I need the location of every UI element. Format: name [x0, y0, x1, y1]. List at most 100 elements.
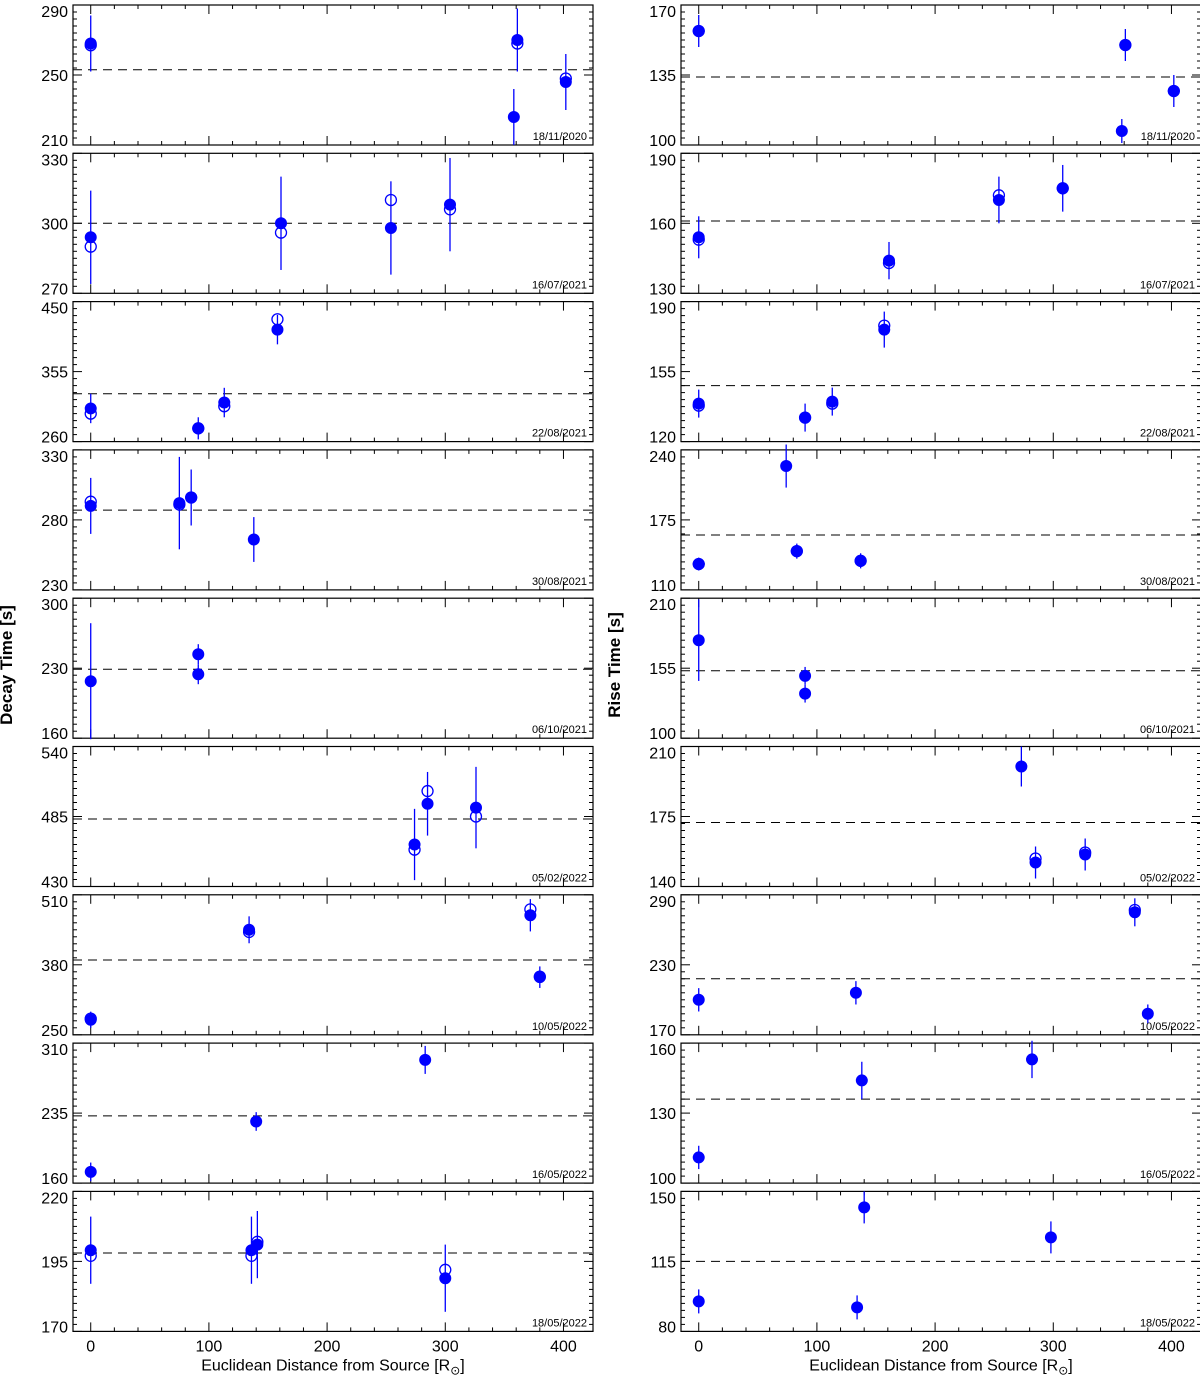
filled-marker [408, 838, 421, 851]
y-tick-label: 330 [41, 152, 68, 169]
x-tick-label: 400 [550, 1338, 577, 1355]
filled-marker [444, 198, 456, 211]
filled-marker [84, 499, 97, 512]
y-tick-label: 290 [649, 894, 676, 911]
filled-marker [692, 231, 705, 244]
rise-panel-22-08-2021: 120 155 190 22/08/2021 [649, 301, 1200, 447]
y-tick-label: 160 [649, 1042, 676, 1059]
filled-marker [692, 558, 705, 571]
y-tick-label: 230 [41, 661, 68, 678]
rise-panel-10-05-2022: 170 230 290 10/05/2022 [649, 894, 1200, 1040]
y-tick-label: 100 [649, 726, 676, 743]
y-tick-label: 280 [41, 513, 68, 530]
x-tick-label: 100 [804, 1338, 831, 1355]
filled-marker [250, 1115, 263, 1128]
right-y-axis-label: Rise Time [s] [605, 612, 624, 718]
y-tick-label: 80 [658, 1319, 676, 1336]
panel-date-label: 18/11/2020 [1141, 131, 1195, 143]
y-tick-label: 300 [41, 597, 68, 614]
filled-marker [854, 554, 867, 567]
panel-date-label: 18/05/2022 [532, 1317, 587, 1329]
y-tick-label: 120 [649, 430, 676, 447]
filled-marker [185, 491, 198, 504]
x-tick-label: 0 [694, 1338, 703, 1355]
filled-marker [384, 221, 397, 234]
filled-marker [439, 1272, 452, 1285]
y-tick-label: 195 [41, 1254, 68, 1271]
panel-date-label: 16/05/2022 [1140, 1169, 1195, 1181]
y-tick-label: 170 [41, 1319, 68, 1336]
panel-date-label: 18/05/2022 [1140, 1317, 1195, 1329]
x-tick-label: 0 [86, 1338, 95, 1355]
rise-x-axis-label: Euclidean Distance from Source [R⊙] [809, 1357, 1073, 1377]
panel-date-label: 16/07/2021 [1140, 279, 1195, 291]
filled-marker [470, 801, 482, 814]
filled-marker [1029, 856, 1042, 869]
filled-marker [559, 76, 572, 88]
y-tick-label: 540 [41, 746, 68, 763]
panel-date-label: 16/05/2022 [532, 1169, 587, 1181]
decay-panel-18-05-2022: 170 195 220 18/05/2022 [41, 1190, 594, 1336]
filled-marker [692, 1151, 705, 1164]
panel-date-label: 16/07/2021 [532, 279, 587, 291]
y-tick-label: 155 [649, 661, 676, 678]
filled-marker [1128, 906, 1141, 919]
panel-frame [680, 597, 1200, 739]
y-tick-label: 170 [649, 1023, 676, 1040]
filled-marker [855, 1074, 868, 1087]
y-tick-label: 220 [41, 1190, 68, 1207]
filled-marker [851, 1301, 864, 1314]
panel-frame [72, 894, 594, 1036]
y-tick-label: 290 [41, 4, 68, 21]
rise-panel-18-05-2022: 80 115 150 18/05/2022 [649, 1190, 1200, 1336]
y-tick-label: 510 [41, 894, 68, 911]
panel-date-label: 06/10/2021 [1140, 724, 1195, 736]
panel-date-label: 06/10/2021 [532, 724, 587, 736]
open-marker [421, 784, 434, 798]
filled-marker [421, 797, 434, 810]
filled-marker [1115, 125, 1128, 137]
filled-marker [1141, 1007, 1154, 1020]
y-tick-label: 210 [649, 746, 676, 763]
panel-frame [72, 4, 594, 146]
y-tick-label: 485 [41, 810, 68, 827]
filled-marker [780, 460, 793, 473]
y-tick-label: 115 [650, 1254, 676, 1271]
rise-panel-16-07-2021: 130 160 190 16/07/2021 [649, 152, 1200, 298]
sun-symbol: ⊙ [1058, 1363, 1068, 1377]
filled-marker [692, 634, 705, 647]
y-tick-label: 135 [649, 68, 676, 85]
filled-marker [878, 323, 891, 336]
left-y-axis-label: Decay Time [s] [0, 605, 16, 725]
filled-marker [84, 1165, 97, 1178]
filled-marker [173, 497, 186, 510]
decay-panel-16-07-2021: 270 300 330 16/07/2021 [41, 152, 594, 298]
panel-frame [72, 745, 594, 888]
filled-marker [799, 669, 812, 682]
filled-marker [883, 254, 895, 267]
decay-panel-05-02-2022: 430 485 540 05/02/2022 [41, 745, 594, 892]
rise-panel-30-08-2021: 110 175 240 30/08/2021 [649, 444, 1200, 595]
x-tick-label: 200 [314, 1338, 341, 1355]
decay-panel-18-11-2020: 210 250 290 18/11/2020 [41, 4, 594, 150]
y-tick-label: 110 [650, 578, 676, 595]
filled-marker [692, 397, 705, 410]
x-tick-label: 100 [196, 1338, 223, 1355]
panel-frame [72, 1042, 594, 1184]
y-tick-label: 100 [649, 1171, 676, 1188]
filled-marker [533, 971, 546, 984]
y-tick-label: 210 [41, 133, 68, 150]
x-axis-label-text: Euclidean Distance from Source [R [809, 1357, 1058, 1374]
y-tick-label: 240 [649, 449, 676, 466]
y-tick-label: 155 [649, 365, 676, 382]
filled-marker [419, 1053, 432, 1066]
filled-marker [251, 1238, 264, 1251]
filled-marker [247, 533, 260, 546]
filled-marker [1056, 182, 1069, 195]
y-tick-label: 430 [41, 875, 68, 892]
filled-marker [849, 986, 862, 999]
rise-panel-05-02-2022: 140 175 210 05/02/2022 [649, 746, 1200, 892]
filled-marker [1119, 39, 1132, 51]
y-tick-label: 270 [41, 281, 68, 298]
panel-frame [680, 152, 1200, 294]
